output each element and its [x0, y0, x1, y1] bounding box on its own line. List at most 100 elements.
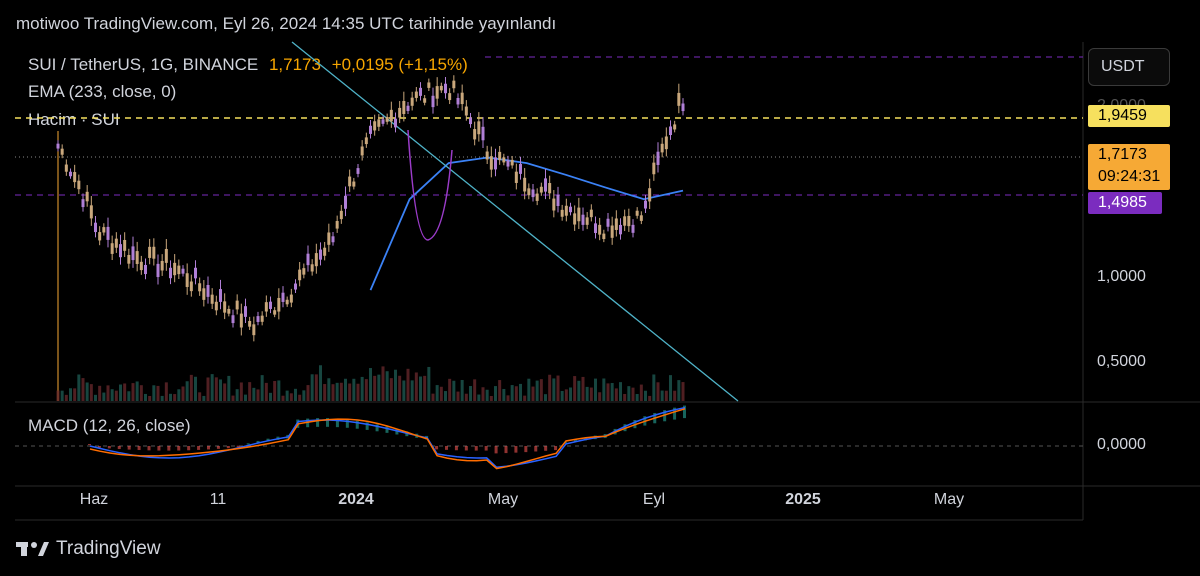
volume-bar: [523, 395, 527, 401]
volume-bar: [610, 383, 614, 401]
candle-body: [539, 186, 543, 193]
volume-bar: [544, 394, 547, 401]
candle-body: [652, 162, 656, 175]
currency-selector[interactable]: USDT: [1088, 48, 1170, 86]
volume-bar: [656, 382, 660, 401]
volume-bar: [169, 393, 172, 401]
volume-bar: [98, 385, 102, 401]
candle-body: [210, 294, 214, 304]
candle-body: [527, 188, 531, 196]
volume-bar: [64, 394, 68, 401]
volume-bar: [644, 390, 647, 401]
candle-body: [544, 178, 547, 192]
volume-bar: [339, 382, 343, 401]
candle-body: [489, 156, 493, 170]
volume-bar: [323, 384, 327, 401]
candle-body: [364, 137, 368, 145]
macd-histogram-bar: [534, 446, 538, 452]
volume-bar: [314, 374, 318, 401]
candle-body: [244, 306, 247, 317]
volume-bar: [260, 375, 264, 401]
candle-body: [177, 265, 181, 275]
volume-bar: [319, 365, 322, 401]
volume-bar: [402, 380, 406, 401]
macd-legend[interactable]: MACD (12, 26, close): [28, 416, 191, 435]
candle-body: [264, 302, 268, 312]
volume-bar: [510, 385, 514, 401]
macd-histogram-bar: [673, 407, 677, 420]
candle-body: [352, 181, 356, 187]
volume-bar: [264, 382, 268, 401]
volume-bar: [385, 371, 389, 401]
candle-body: [373, 121, 377, 131]
candle-body: [94, 222, 97, 233]
volume-bar: [227, 375, 231, 401]
candle-body: [681, 103, 685, 112]
volume-bar: [94, 394, 97, 401]
volume-bar: [302, 390, 306, 401]
candle-body: [656, 151, 660, 165]
macd-histogram-bar: [474, 446, 478, 451]
macd-histogram-bar: [226, 446, 230, 449]
volume-bar: [377, 374, 381, 401]
volume-bar: [310, 374, 314, 401]
volume-bar: [152, 385, 156, 401]
tradingview-logo[interactable]: TradingView: [16, 538, 161, 560]
candle-body: [514, 171, 518, 183]
volume-bar: [585, 386, 589, 401]
candle-body: [494, 157, 497, 170]
volume-bar: [452, 380, 456, 401]
candle-body: [427, 82, 431, 88]
candle-body: [64, 164, 68, 172]
volume-bar: [548, 374, 552, 401]
candle-body: [123, 239, 127, 251]
candle-body: [219, 289, 222, 302]
volume-bar: [244, 394, 247, 401]
price-tick-2: 0,5000: [1097, 353, 1146, 370]
candle-body: [485, 151, 489, 160]
volume-bar: [102, 392, 106, 401]
ema-legend[interactable]: EMA (233, close, 0): [28, 82, 177, 101]
candle-body: [598, 224, 602, 235]
candle-body: [306, 253, 310, 266]
volume-bar: [89, 384, 93, 401]
volume-bar: [206, 377, 210, 401]
volume-bar: [256, 389, 260, 401]
candle-body: [335, 221, 339, 229]
macd-histogram-bar: [207, 446, 210, 450]
candle-body: [119, 244, 122, 258]
candle-body: [406, 105, 410, 111]
candle-body: [314, 253, 318, 267]
candle-body: [144, 264, 147, 275]
candle-body: [448, 93, 452, 101]
volume-bar: [439, 386, 443, 401]
candle-body: [260, 315, 264, 322]
candle-body: [360, 146, 364, 156]
volume-bar: [606, 383, 610, 401]
macd-histogram-bar: [157, 446, 161, 451]
candle-body: [389, 109, 393, 122]
last-price: 1,7173: [268, 55, 321, 74]
volume-legend[interactable]: Hacim · SUI: [28, 110, 120, 129]
candle-body: [173, 262, 177, 276]
candle-body: [394, 118, 397, 128]
volume-bar: [135, 381, 139, 401]
volume-bar: [81, 378, 85, 401]
volume-bar: [627, 386, 631, 401]
candle-body: [323, 247, 327, 256]
candle-body: [327, 232, 331, 245]
symbol-name[interactable]: SUI / TetherUS, 1G, BINANCE: [28, 55, 259, 74]
volume-bar: [285, 390, 289, 401]
macd-histogram-bar: [524, 446, 528, 453]
volume-bar: [473, 379, 477, 401]
volume-bar: [344, 378, 347, 401]
volume-bar: [356, 383, 360, 401]
volume-bar: [460, 379, 464, 401]
macd-histogram-bar: [167, 446, 171, 451]
candle-body: [523, 177, 527, 192]
volume-bar: [652, 374, 656, 401]
candle-body: [610, 225, 614, 238]
candle-body: [223, 301, 227, 313]
volume-bar: [448, 378, 452, 401]
